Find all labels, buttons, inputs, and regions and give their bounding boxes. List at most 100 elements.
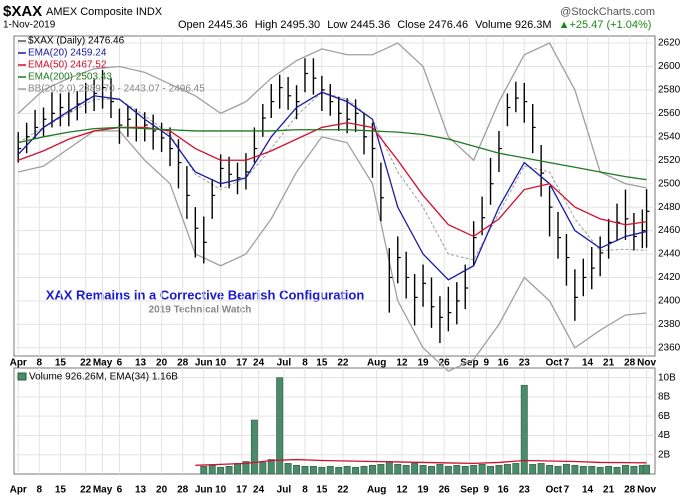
x-tick-label: 12 (396, 485, 408, 496)
x-tick-label: 22 (337, 358, 349, 369)
volume-legend: Volume 926.26M, EMA(34) 1.16B (29, 372, 178, 383)
volume-bar (470, 465, 478, 475)
header-item: Volume 926.3M (475, 19, 551, 31)
x-tick-label: 15 (316, 358, 328, 369)
y-tick-label: 6B (658, 411, 671, 422)
ema-line (18, 126, 647, 181)
bollinger-middle (17, 91, 647, 261)
x-tick-label: 19 (417, 358, 429, 369)
x-tick-label: Oct (545, 358, 562, 369)
x-tick-label: 23 (519, 358, 531, 369)
volume-bar (554, 465, 562, 475)
volume-bar (613, 466, 621, 475)
volume-bar (309, 465, 317, 475)
x-tick-label: Jun (195, 358, 213, 369)
x-tick-label: 28 (177, 485, 189, 496)
x-tick-label: 14 (582, 485, 594, 496)
volume-bar (335, 466, 343, 475)
volume-bar (368, 465, 376, 475)
volume-bar (478, 464, 486, 475)
volume-bar (588, 465, 596, 475)
x-tick-label: 8 (37, 358, 43, 369)
x-tick-label: 16 (498, 358, 510, 369)
volume-bar (352, 466, 360, 475)
y-tick-label: 2540 (658, 131, 681, 142)
x-tick-label: 17 (236, 485, 248, 496)
y-tick-label: 2400 (658, 296, 681, 307)
y-tick-label: 4B (658, 430, 671, 441)
y-tick-label: 2B (658, 449, 671, 460)
volume-bar (622, 465, 629, 475)
x-tick-label: 7 (564, 358, 570, 369)
volume-bar (630, 465, 638, 475)
volume-bar (579, 465, 587, 475)
x-tick-label: 8 (37, 485, 43, 496)
legend-entry: EMA(200) 2503.43 (28, 72, 112, 83)
volume-bar (562, 464, 570, 475)
x-tick-label: Apr (10, 358, 27, 369)
y-tick-label: 2560 (658, 108, 681, 119)
volume-ema (195, 458, 647, 466)
x-tick-label: Nov (637, 485, 656, 496)
volume-bar (225, 465, 233, 475)
x-tick-label: Aug (367, 358, 386, 369)
x-tick-label: 13 (135, 358, 147, 369)
volume-bar (234, 463, 241, 475)
volume-bar (259, 462, 267, 475)
x-tick-label: Apr (10, 485, 27, 496)
x-tick-label: 28 (624, 358, 636, 369)
annotation-sub: 2019 Technical Watch (149, 305, 252, 316)
volume-bar (402, 465, 410, 475)
header-item: Low 2445.36 (327, 19, 390, 31)
x-tick-label: 10 (215, 485, 227, 496)
x-tick-label: Jun (195, 485, 213, 496)
x-tick-label: 22 (80, 485, 92, 496)
y-tick-label: 2520 (658, 155, 681, 166)
volume-bar (520, 385, 528, 475)
volume-bar (411, 463, 419, 475)
x-tick-label: 26 (439, 485, 451, 496)
x-tick-label: Jul (277, 358, 292, 369)
volume-bar (495, 465, 503, 475)
x-tick-label: 24 (253, 485, 265, 496)
y-tick-label: 2420 (658, 272, 681, 283)
x-tick-label: 15 (316, 485, 328, 496)
x-tick-label: 9 (484, 358, 490, 369)
volume-bar (208, 465, 216, 475)
x-tick-label: May (93, 485, 113, 496)
x-tick-label: 22 (80, 358, 92, 369)
x-tick-label: 6 (117, 485, 123, 496)
y-tick-label: 2480 (658, 202, 681, 213)
x-tick-label: 14 (582, 358, 594, 369)
volume-bar (394, 464, 402, 475)
watermark: @StockCharts.com (560, 6, 655, 18)
x-tick-label: 22 (337, 485, 349, 496)
volume-bar (326, 465, 334, 475)
volume-bar (301, 465, 309, 475)
x-tick-label: 8 (302, 358, 308, 369)
volume-bar (461, 465, 469, 475)
x-tick-label: 15 (55, 485, 67, 496)
x-tick-label: Sep (460, 485, 478, 496)
legend-entry: EMA(20) 2459.24 (28, 48, 107, 59)
x-tick-label: Jul (277, 485, 292, 496)
x-tick-label: Sep (460, 358, 478, 369)
volume-bar (293, 465, 301, 475)
volume-bar (487, 465, 494, 475)
volume-bar (643, 464, 651, 475)
volume-bar (436, 464, 444, 475)
bollinger-upper (17, 42, 647, 189)
chart-title: $XAX (3, 3, 42, 20)
price-frame (13, 35, 656, 357)
chart-subtitle: AMEX Composite INDX (46, 6, 163, 18)
volume-bar (444, 465, 452, 475)
volume-bar (419, 465, 427, 475)
volume-bar (343, 465, 351, 475)
x-tick-label: 23 (519, 485, 531, 496)
y-tick-label: 2500 (658, 178, 681, 189)
volume-bar (605, 465, 613, 475)
volume-frame (13, 367, 656, 475)
legend-title: $XAX (Daily) 2476.46 (28, 36, 125, 47)
volume-bar (546, 465, 554, 475)
y-tick-label: 2440 (658, 249, 681, 260)
